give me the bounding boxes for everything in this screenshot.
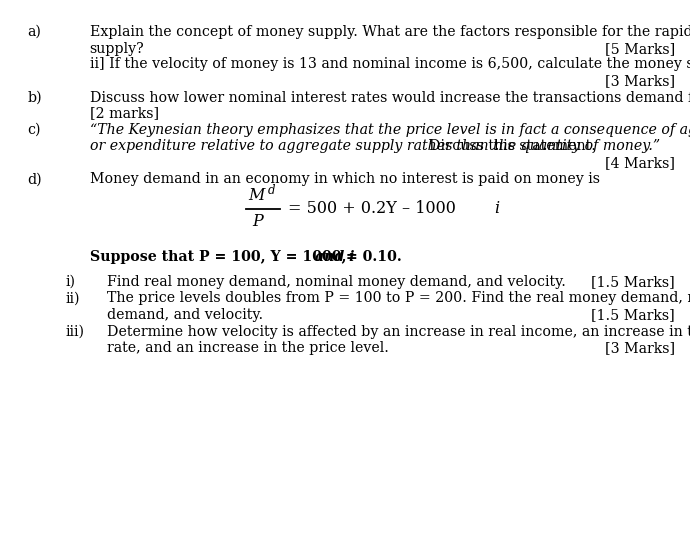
Text: Explain the concept of money supply. What are the factors responsible for the ra: Explain the concept of money supply. Wha…: [90, 25, 690, 39]
Text: d: d: [268, 183, 275, 197]
Text: c): c): [28, 123, 41, 136]
Text: [5 Marks]: [5 Marks]: [604, 42, 675, 56]
Text: The price levels doubles from P = 100 to P = 200. Find the real money demand, no: The price levels doubles from P = 100 to…: [107, 291, 690, 305]
Text: ii] If the velocity of money is 13 and nominal income is 6,500, calculate the mo: ii] If the velocity of money is 13 and n…: [90, 57, 690, 71]
Text: Discuss how lower nominal interest rates would increase the transactions demand : Discuss how lower nominal interest rates…: [90, 91, 690, 104]
Text: M: M: [248, 187, 265, 204]
Text: i: i: [494, 200, 499, 217]
Text: = 0.10.: = 0.10.: [341, 250, 402, 263]
Text: [1.5 Marks]: [1.5 Marks]: [591, 308, 675, 322]
Text: ii): ii): [66, 291, 80, 305]
Text: demand, and velocity.: demand, and velocity.: [107, 308, 263, 322]
Text: [4 Marks]: [4 Marks]: [605, 156, 675, 169]
Text: and i: and i: [315, 250, 354, 263]
Text: [1.5 Marks]: [1.5 Marks]: [591, 275, 675, 289]
Text: “The Keynesian theory emphasizes that the price level is in fact a consequence o: “The Keynesian theory emphasizes that th…: [90, 123, 690, 136]
Text: Suppose that P = 100, Y = 1000,: Suppose that P = 100, Y = 1000,: [90, 250, 351, 263]
Text: [3 Marks]: [3 Marks]: [604, 74, 675, 88]
Text: [2 marks]: [2 marks]: [90, 106, 159, 120]
Text: a): a): [28, 25, 41, 39]
Text: Find real money demand, nominal money demand, and velocity.: Find real money demand, nominal money de…: [107, 275, 566, 289]
Text: Money demand in an economy in which no interest is paid on money is: Money demand in an economy in which no i…: [90, 172, 600, 186]
Text: = 500 + 0.2Y – 1000: = 500 + 0.2Y – 1000: [288, 200, 456, 217]
Text: or expenditure relative to aggregate supply rather than the quantity of money.”: or expenditure relative to aggregate sup…: [90, 139, 664, 153]
Text: [3 Marks]: [3 Marks]: [604, 341, 675, 355]
Text: P: P: [252, 213, 263, 230]
Text: rate, and an increase in the price level.: rate, and an increase in the price level…: [107, 341, 389, 355]
Text: b): b): [28, 91, 42, 104]
Text: Determine how velocity is affected by an increase in real income, an increase in: Determine how velocity is affected by an…: [107, 325, 690, 338]
Text: supply?: supply?: [90, 42, 144, 56]
Text: d): d): [28, 172, 42, 186]
Text: iii): iii): [66, 325, 85, 338]
Text: Discuss this statement.: Discuss this statement.: [429, 139, 596, 153]
Text: i): i): [66, 275, 75, 289]
